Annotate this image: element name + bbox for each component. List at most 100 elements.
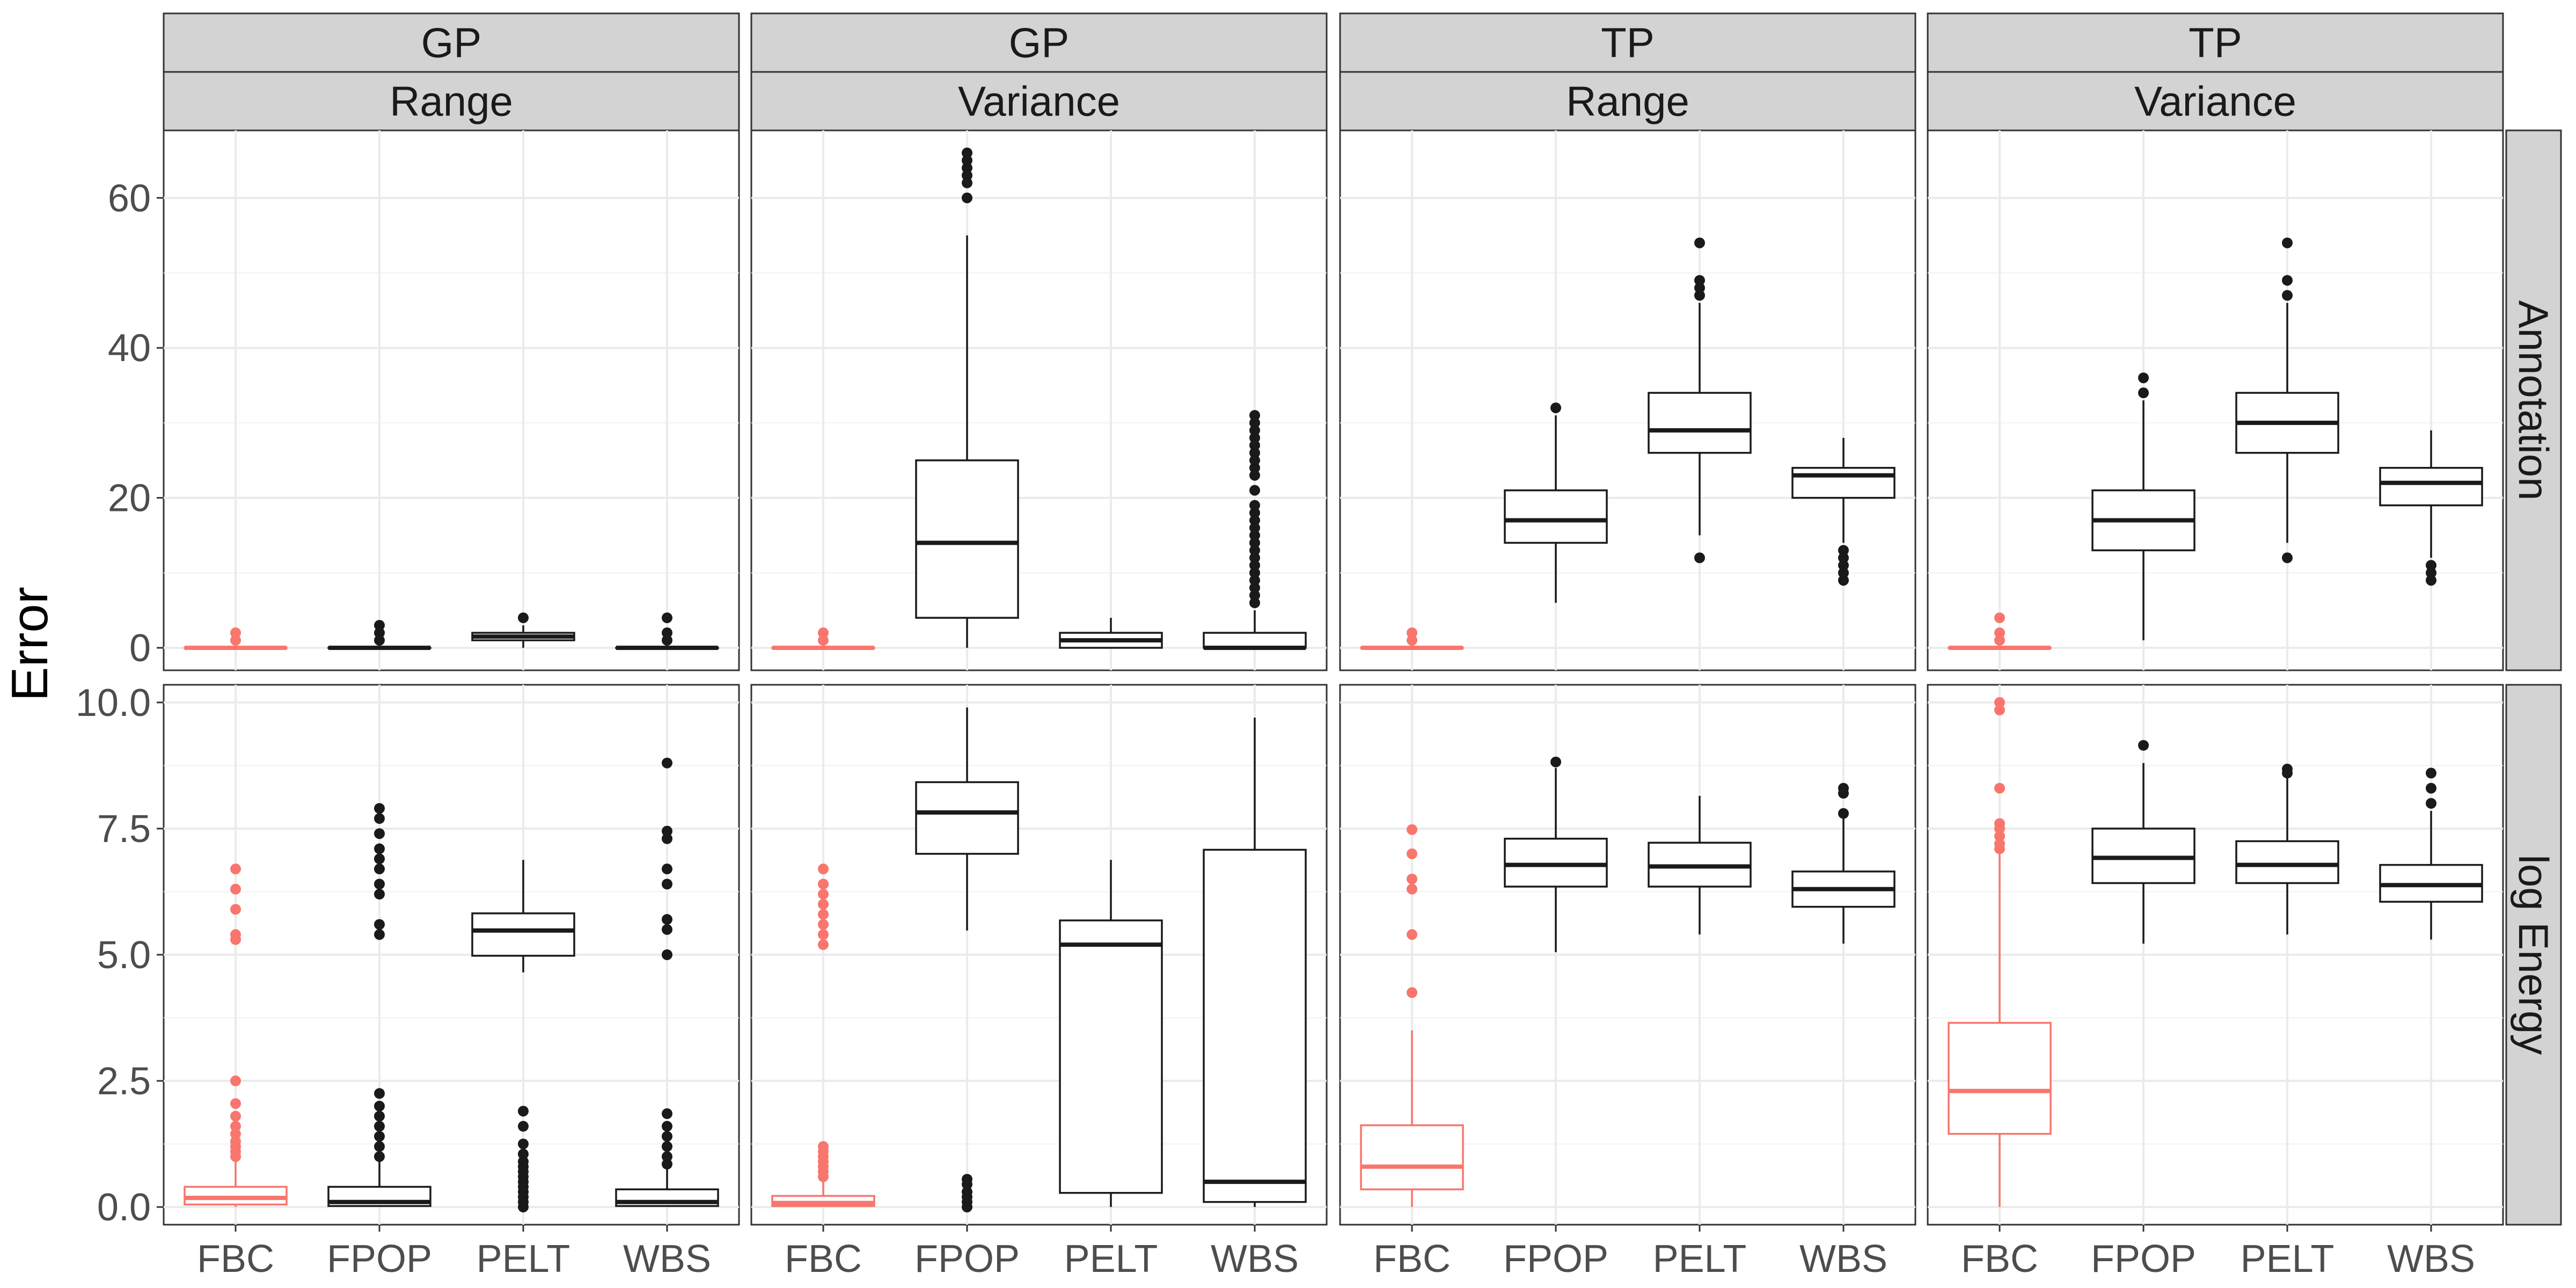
row-strips: Annotation log Energy xyxy=(2505,129,2562,1226)
panel xyxy=(750,684,1328,1226)
outlier-point xyxy=(1407,627,1417,639)
outlier-point xyxy=(1838,560,1849,571)
outlier-point xyxy=(374,843,385,854)
outlier-point xyxy=(1994,838,2005,850)
outlier-point xyxy=(518,1156,529,1167)
box-fbc xyxy=(771,627,875,650)
box-wbs xyxy=(615,612,719,650)
outlier-point xyxy=(2426,560,2436,571)
panel xyxy=(1927,129,2504,671)
box-iqr xyxy=(471,912,575,957)
box-fpop xyxy=(915,707,1019,1213)
outlier-point xyxy=(230,1128,241,1139)
outlier-point xyxy=(662,833,672,844)
outlier-point xyxy=(374,803,385,814)
x-tick-label: WBS xyxy=(623,1238,711,1280)
outlier-point xyxy=(1249,432,1260,443)
box-fpop xyxy=(327,620,431,650)
box-fbc xyxy=(184,863,288,1208)
outlier-point xyxy=(818,909,829,920)
box-fpop xyxy=(1504,402,1608,603)
row-strip-label: log Energy xyxy=(2510,855,2557,1055)
box-iqr xyxy=(1059,919,1163,1194)
outlier-point xyxy=(1407,873,1417,884)
box-fbc xyxy=(184,627,288,650)
outlier-point xyxy=(662,914,672,925)
y-tick-label: 5.0 xyxy=(97,934,151,977)
outlier-point xyxy=(662,1131,672,1142)
outlier-point xyxy=(1249,582,1260,594)
outlier-point xyxy=(1249,417,1260,428)
box-iqr xyxy=(1203,848,1307,1203)
x-tick-label: PELT xyxy=(477,1238,570,1280)
outlier-point xyxy=(1694,552,1705,564)
y-tick-label: 40 xyxy=(108,327,151,370)
outlier-point xyxy=(2138,372,2149,384)
outlier-point xyxy=(230,1075,241,1087)
outlier-point xyxy=(818,627,829,639)
outlier-point xyxy=(374,1110,385,1122)
outlier-point xyxy=(1249,462,1260,473)
outlier-point xyxy=(374,1121,385,1132)
strip-top-bg xyxy=(750,12,1328,73)
x-tick-label: FBC xyxy=(1373,1238,1451,1280)
outlier-point xyxy=(1249,597,1260,609)
outlier-point xyxy=(1249,409,1260,421)
outlier-point xyxy=(662,635,672,646)
outlier-point xyxy=(1249,507,1260,518)
y-tick-label: 7.5 xyxy=(97,808,151,851)
y-tick-label: 2.5 xyxy=(97,1060,151,1103)
strip-bottom-bg xyxy=(1927,71,2504,131)
outlier-point xyxy=(374,620,385,631)
outlier-point xyxy=(962,147,972,158)
box-fpop xyxy=(2091,372,2196,641)
outlier-point xyxy=(374,1151,385,1162)
panels xyxy=(163,129,2504,1226)
outlier-point xyxy=(662,1141,672,1152)
outlier-point xyxy=(374,813,385,824)
panel xyxy=(1339,129,1916,671)
outlier-point xyxy=(662,949,672,960)
box-iqr xyxy=(1360,1124,1464,1190)
outlier-point xyxy=(1407,824,1417,835)
outlier-point xyxy=(230,1098,241,1109)
outlier-point xyxy=(1249,515,1260,526)
outlier-point xyxy=(662,924,672,935)
strip-bottom-label: Range xyxy=(1566,78,1689,125)
x-tick-label: PELT xyxy=(2241,1238,2334,1280)
panel-background xyxy=(1339,129,1916,671)
strip-top-label: TP xyxy=(1601,19,1655,67)
outlier-point xyxy=(662,1151,672,1162)
x-tick-label: PELT xyxy=(1064,1238,1158,1280)
panel-background xyxy=(1927,129,2504,671)
box-iqr xyxy=(1948,1022,2052,1135)
box-iqr xyxy=(2235,840,2339,884)
box-pelt xyxy=(471,860,575,1213)
outlier-point xyxy=(818,889,829,900)
x-tick-label: WBS xyxy=(1799,1238,1887,1280)
outlier-point xyxy=(1694,237,1705,248)
x-tick-label: FPOP xyxy=(914,1238,1020,1280)
outlier-point xyxy=(230,883,241,895)
box-wbs xyxy=(615,757,719,1208)
outlier-point xyxy=(962,1186,972,1197)
outlier-point xyxy=(1994,635,2005,646)
strip-bottom-bg xyxy=(750,71,1328,131)
box-iqr xyxy=(915,459,1019,619)
outlier-point xyxy=(1249,575,1260,586)
outlier-point xyxy=(962,1174,972,1185)
outlier-point xyxy=(1249,552,1260,564)
x-tick-label: FPOP xyxy=(2091,1238,2196,1280)
x-tick-label: FPOP xyxy=(1503,1238,1608,1280)
outlier-point xyxy=(374,635,385,646)
outlier-point xyxy=(818,898,829,910)
outlier-point xyxy=(1249,485,1260,496)
outlier-point xyxy=(2426,797,2436,809)
outlier-point xyxy=(1838,552,1849,564)
strip-bottom-label: Variance xyxy=(2134,78,2296,125)
outlier-point xyxy=(518,1138,529,1150)
box-iqr xyxy=(1791,467,1896,499)
box-iqr xyxy=(915,781,1019,855)
outlier-point xyxy=(374,889,385,900)
